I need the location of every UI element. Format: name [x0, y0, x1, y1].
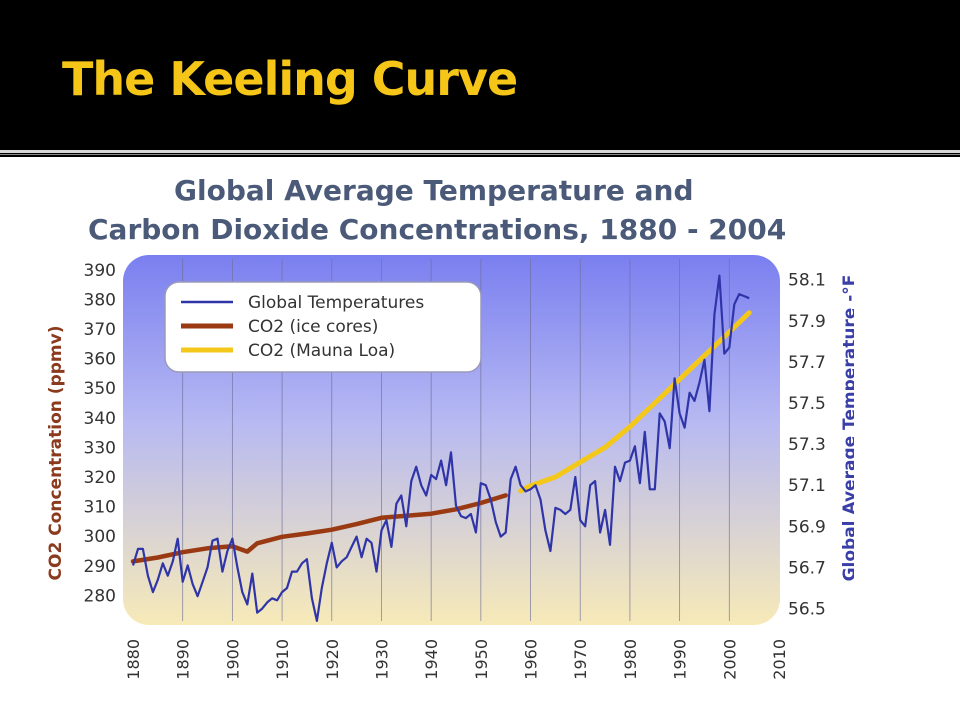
- series-line-global-temperatures: [131, 274, 750, 622]
- slide-title: The Keeling Curve: [62, 52, 518, 106]
- right-tick-56-9: 56.9: [788, 517, 826, 537]
- x-tick-1950: 1950: [472, 639, 491, 680]
- left-tick-370: 370: [84, 320, 116, 340]
- x-tick-2000: 2000: [720, 639, 739, 680]
- title-divider-shadow: [0, 154, 960, 155]
- left-tick-360: 360: [84, 350, 116, 370]
- left-tick-380: 380: [84, 290, 116, 310]
- title-divider: [0, 150, 960, 153]
- legend-label-ice-cores: CO2 (ice cores): [248, 317, 378, 337]
- x-axis-ticks: 1880 1890 1900 1910 1920 1930 1940 1950 1960 1970…: [124, 639, 789, 680]
- right-tick-57-5: 57.5: [788, 394, 826, 414]
- left-tick-350: 350: [84, 379, 116, 399]
- left-tick-290: 290: [84, 557, 116, 577]
- x-tick-1910: 1910: [273, 639, 292, 680]
- x-tick-1960: 1960: [522, 639, 541, 680]
- series-layer: [130, 274, 752, 622]
- x-tick-1990: 1990: [671, 639, 690, 680]
- chart-title-line2: Carbon Dioxide Concentrations, 1880 - 20…: [88, 213, 786, 246]
- left-axis-label: CO2 Concentration (ppmv): [46, 326, 66, 581]
- left-tick-310: 310: [84, 498, 116, 518]
- x-tick-1900: 1900: [223, 639, 242, 680]
- chart-title-line1: Global Average Temperature and: [174, 174, 694, 207]
- left-tick-330: 330: [84, 438, 116, 458]
- right-tick-57-1: 57.1: [788, 476, 826, 496]
- series-line-co2-ice-cores: [130, 493, 508, 564]
- right-tick-56-5: 56.5: [788, 600, 826, 620]
- x-tick-1880: 1880: [124, 639, 143, 680]
- x-tick-1980: 1980: [621, 639, 640, 680]
- right-axis-label: Global Average Temperature -°F: [840, 275, 854, 582]
- right-tick-56-7: 56.7: [788, 558, 826, 578]
- left-tick-340: 340: [84, 409, 116, 429]
- x-tick-1970: 1970: [571, 639, 590, 680]
- x-tick-1940: 1940: [422, 639, 441, 680]
- left-tick-320: 320: [84, 468, 116, 488]
- x-tick-1920: 1920: [323, 639, 342, 680]
- legend: Global Temperatures CO2 (ice cores) CO2 …: [164, 281, 482, 373]
- right-tick-57-3: 57.3: [788, 435, 826, 455]
- left-tick-300: 300: [84, 527, 116, 547]
- legend-label-mauna-loa: CO2 (Mauna Loa): [248, 341, 395, 361]
- x-tick-2010: 2010: [770, 639, 789, 680]
- x-tick-1930: 1930: [373, 639, 392, 680]
- chart-figure: Global Average Temperature and Carbon Di…: [34, 160, 860, 705]
- legend-box: [164, 281, 482, 373]
- right-tick-57-9: 57.9: [788, 312, 826, 332]
- right-tick-57-7: 57.7: [788, 353, 826, 373]
- legend-label-temperatures: Global Temperatures: [248, 293, 424, 313]
- right-tick-58-1: 58.1: [788, 271, 826, 291]
- left-axis-ticks: 390 380 370 360 350 340 330 320 310 300 290 280: [84, 261, 116, 607]
- left-tick-280: 280: [84, 586, 116, 606]
- slide-title-bar: The Keeling Curve: [0, 0, 960, 150]
- keeling-chart: Global Average Temperature and Carbon Di…: [46, 174, 860, 680]
- x-tick-1890: 1890: [174, 639, 193, 680]
- left-tick-390: 390: [84, 261, 116, 281]
- right-axis-ticks: 58.1 57.9 57.7 57.5 57.3 57.1 56.9 56.7 56.5: [788, 271, 826, 620]
- decade-gridlines: [182, 259, 730, 621]
